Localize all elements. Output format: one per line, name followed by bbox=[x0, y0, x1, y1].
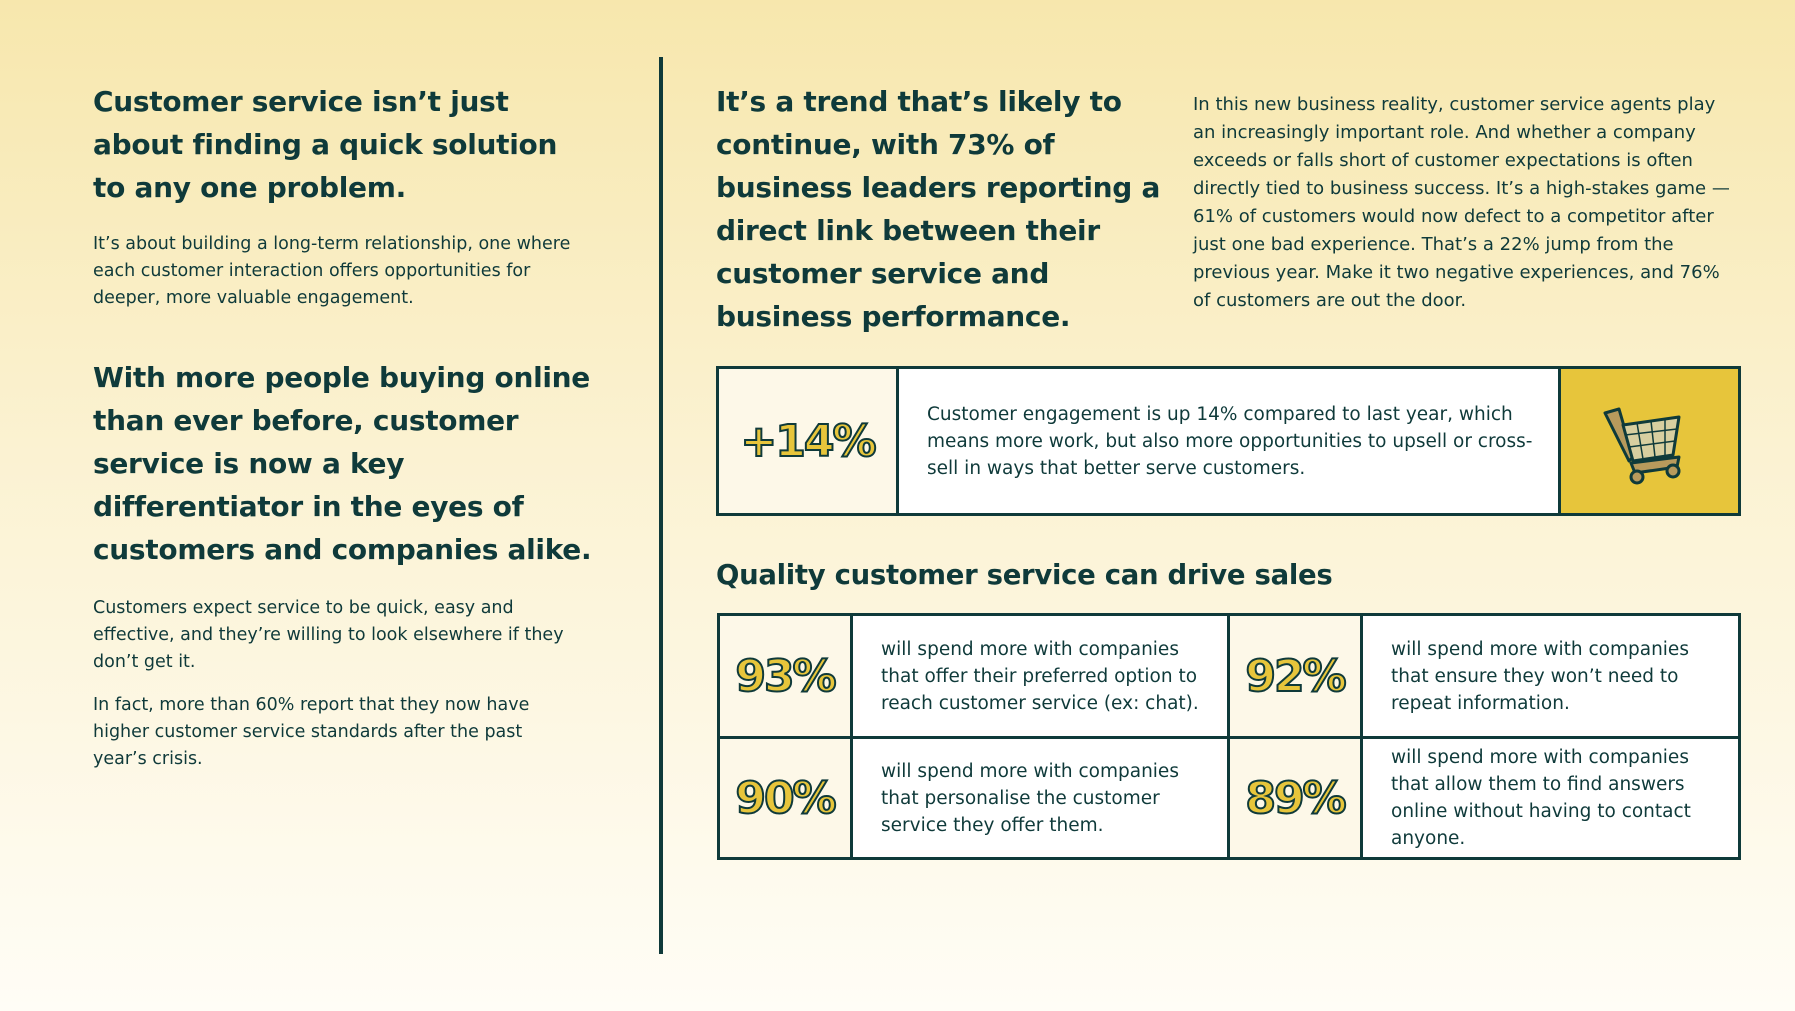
cart-icon-box bbox=[1558, 366, 1741, 516]
heading: With more people buying online than ever… bbox=[93, 361, 592, 566]
stat-text: will spend more with companies that ensu… bbox=[1360, 613, 1741, 739]
cart-icon bbox=[1603, 407, 1681, 485]
stat-value: 93% bbox=[717, 613, 853, 739]
stat-value: 92% bbox=[1227, 613, 1363, 739]
stat-value: 89% bbox=[1227, 736, 1363, 860]
paragraph: Customers expect service to be quick, ea… bbox=[93, 598, 564, 672]
left-column: Customer service isn’t just about findin… bbox=[93, 80, 613, 773]
stat-text: will spend more with companies that allo… bbox=[1360, 736, 1741, 860]
paragraph: In this new business reality, customer s… bbox=[1193, 94, 1730, 311]
heading: It’s a trend that’s likely to continue, … bbox=[716, 85, 1161, 333]
paragraph: In fact, more than 60% report that they … bbox=[93, 695, 530, 769]
section-title: Quality customer service can drive sales bbox=[716, 559, 1333, 591]
highlight-stat: +14% bbox=[716, 366, 899, 516]
paragraph: It’s about building a long-term relation… bbox=[93, 234, 571, 308]
divider bbox=[659, 57, 663, 954]
stat-text: will spend more with companies that offe… bbox=[850, 613, 1230, 739]
heading: Customer service isn’t just about findin… bbox=[93, 85, 558, 204]
stat-value: 90% bbox=[717, 736, 853, 860]
highlight-text: Customer engagement is up 14% compared t… bbox=[896, 366, 1561, 516]
stat-text: will spend more with companies that pers… bbox=[850, 736, 1230, 860]
